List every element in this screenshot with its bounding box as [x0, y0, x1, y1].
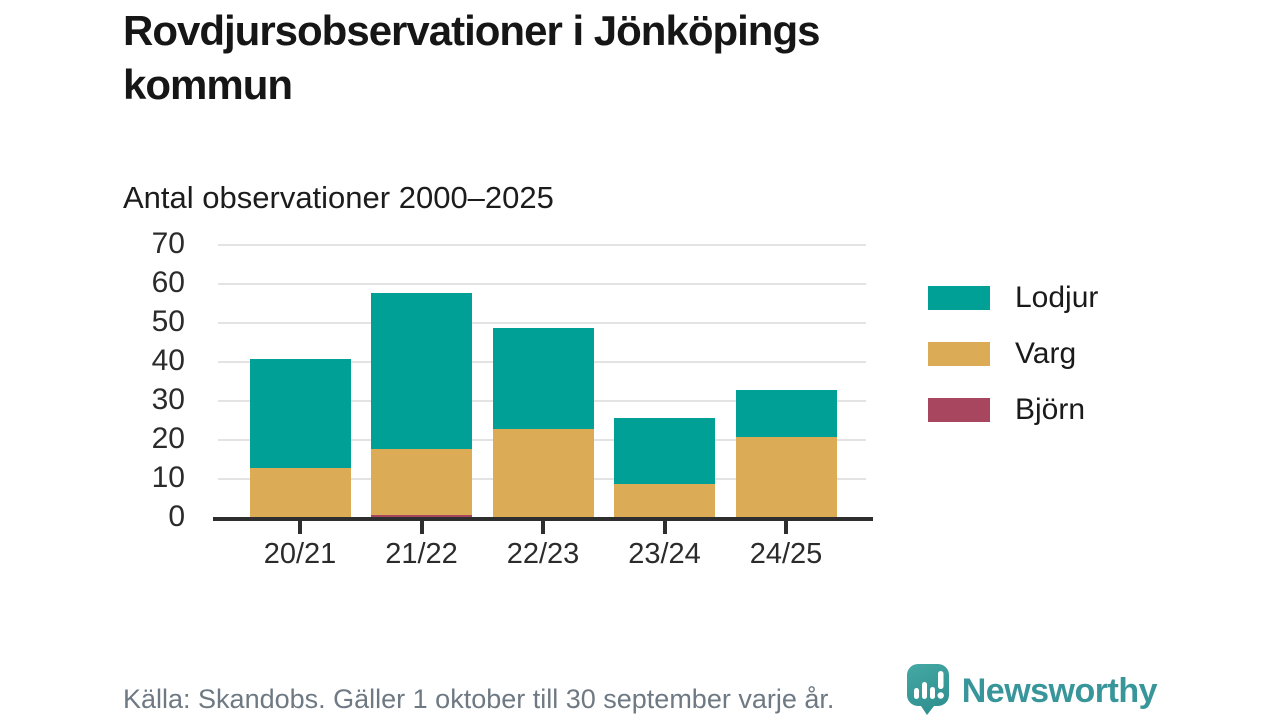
legend-item-björn: Björn: [928, 393, 1098, 427]
legend-swatch-björn: [928, 398, 990, 422]
legend-item-lodjur: Lodjur: [928, 281, 1098, 315]
gridline-50: [218, 322, 866, 324]
x-tick-24/25: [784, 521, 788, 534]
bar-segment-varg-20/21: [249, 468, 351, 519]
y-tick-label-50: 50: [151, 305, 185, 338]
legend-label-björn: Björn: [1015, 393, 1086, 426]
source-note: Källa: Skandobs. Gäller 1 oktober till 3…: [123, 684, 835, 714]
y-tick-label-30: 30: [151, 383, 185, 416]
y-tick-label-40: 40: [151, 344, 185, 377]
bar-segment-lodjur-24/25: [735, 390, 837, 438]
bar-segment-lodjur-21/22: [371, 292, 472, 449]
y-tick-label-10: 10: [151, 461, 185, 494]
bar-segment-lodjur-20/21: [249, 359, 351, 469]
legend-label-lodjur: Lodjur: [1015, 281, 1099, 314]
x-tick-22/23: [541, 521, 545, 534]
legend-item-varg: Varg: [928, 337, 1098, 371]
bar-segment-varg-24/25: [735, 437, 837, 519]
chart-title: Rovdjursobservationer i Jönköpings kommu…: [123, 7, 820, 108]
chart-subtitle: Antal observationer 2000–2025: [123, 180, 554, 215]
newsworthy-speech-bubble-bar-chart-icon: [906, 663, 950, 720]
y-tick-label-20: 20: [151, 422, 185, 455]
y-tick-label-60: 60: [151, 266, 185, 299]
x-tick-20/21: [298, 521, 302, 534]
x-axis-line: [213, 517, 873, 521]
newsworthy-wordmark: Newsworthy: [961, 672, 1158, 710]
bar-segment-lodjur-23/24: [614, 417, 715, 484]
x-tick-label-24/25: 24/25: [749, 538, 823, 570]
x-tick-label-22/23: 22/23: [506, 538, 580, 570]
x-tick-label-20/21: 20/21: [263, 538, 337, 570]
y-axis-labels: 0 10 20 30 40 50 60 70: [60, 227, 200, 533]
plot-area: 20/21 21/22 22/23 23/24 24/25: [213, 244, 875, 570]
bar-segment-varg-23/24: [614, 483, 715, 519]
legend-swatch-lodjur: [928, 286, 990, 310]
bar-segment-varg-21/22: [371, 448, 472, 516]
x-tick-23/24: [662, 521, 667, 534]
y-tick-label-0: 0: [168, 500, 185, 533]
legend: Lodjur Varg Björn: [928, 281, 1098, 449]
x-tick-21/22: [419, 521, 424, 534]
x-tick-label-21/22: 21/22: [385, 538, 458, 570]
bar-segment-lodjur-22/23: [492, 327, 594, 430]
legend-swatch-varg: [928, 342, 990, 366]
legend-label-varg: Varg: [1015, 337, 1077, 370]
newsworthy-logo: Newsworthy: [906, 663, 1158, 720]
x-tick-label-23/24: 23/24: [628, 538, 701, 570]
gridline-60: [218, 283, 866, 285]
y-tick-label-70: 70: [151, 227, 185, 260]
gridline-70: [218, 244, 866, 246]
bar-segment-varg-22/23: [492, 429, 594, 519]
